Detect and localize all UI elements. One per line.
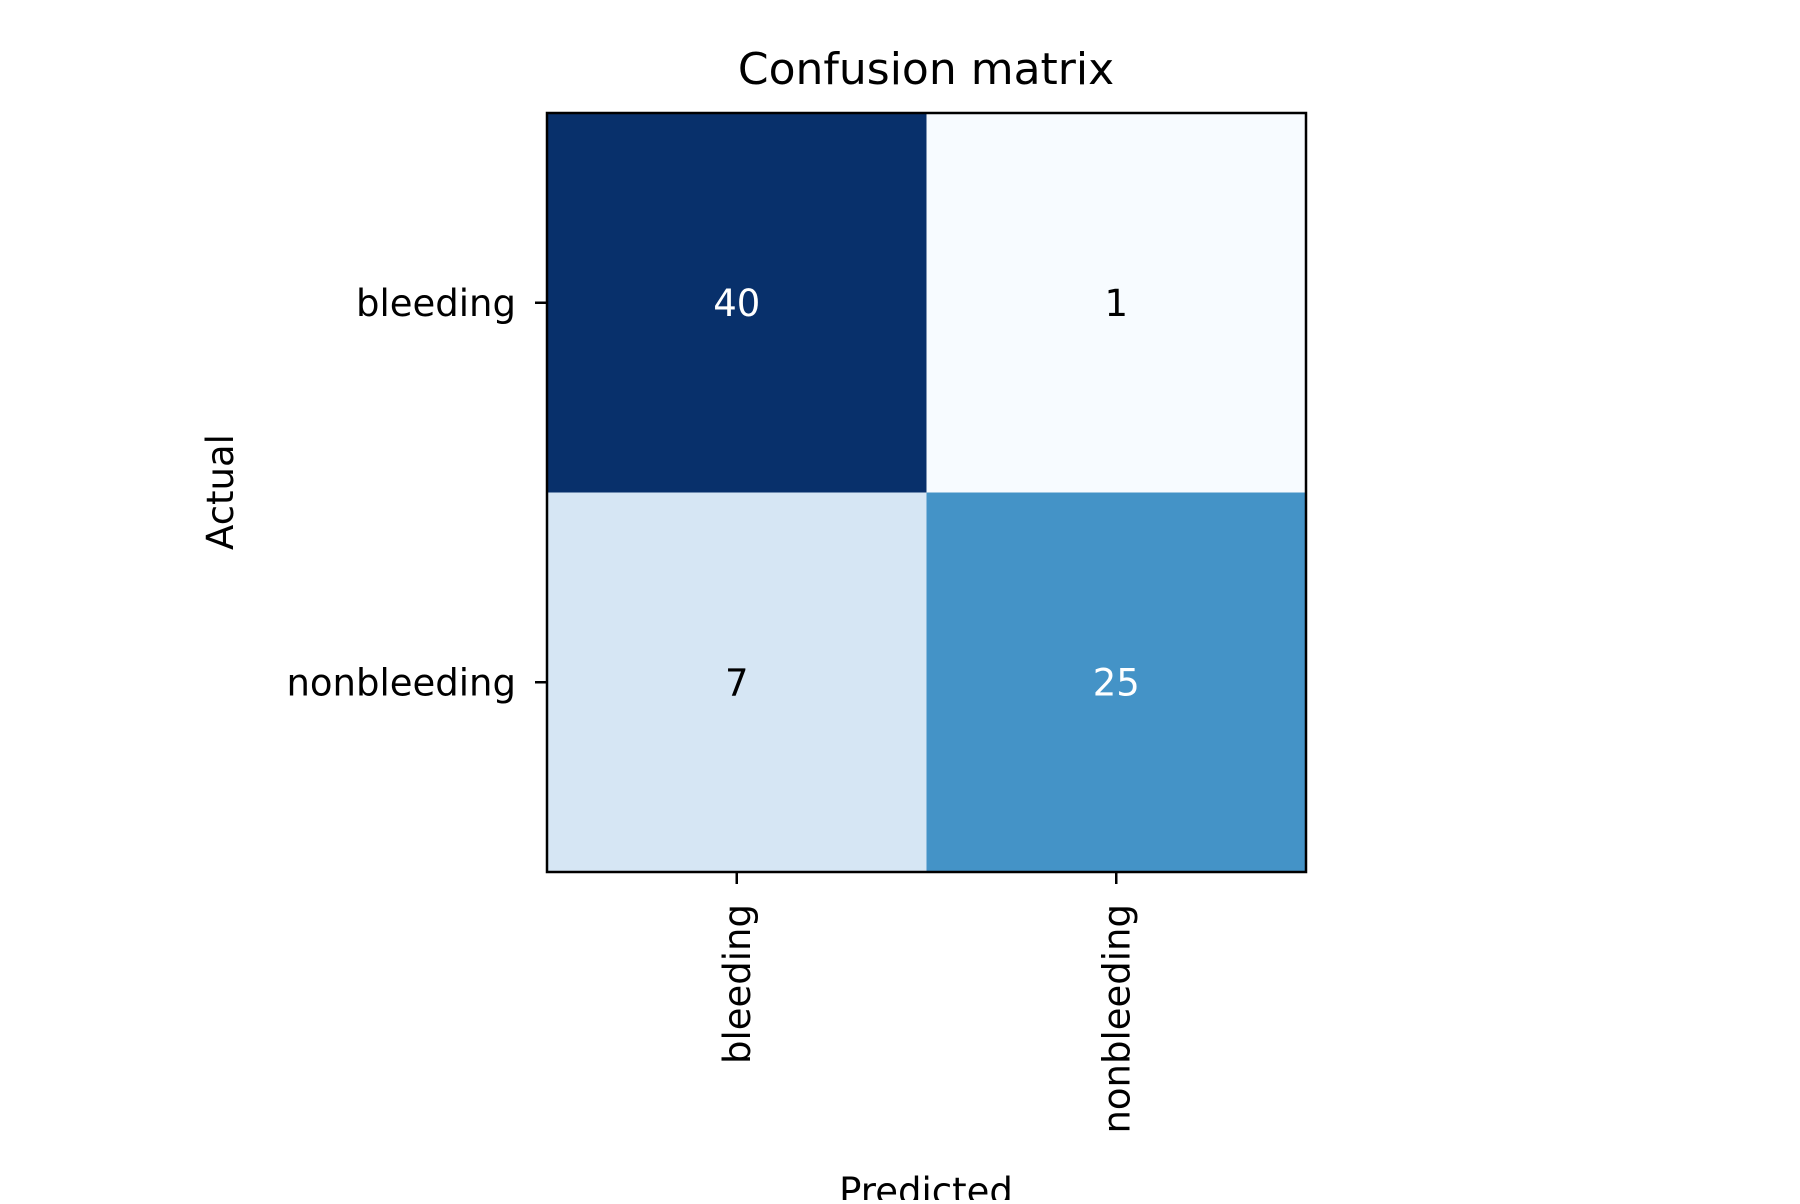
y-axis-ticks: bleeding nonbleeding	[286, 282, 547, 704]
heatmap-cell-labels: 40 1 7 25	[713, 282, 1140, 705]
heatmap-cell-1-0	[547, 492, 927, 873]
chart-title: Confusion matrix	[738, 44, 1114, 95]
cell-value-label-1-0: 7	[725, 661, 749, 704]
heatmap-cell-0-1	[926, 113, 1307, 493]
plot-frame	[545, 111, 1308, 874]
y-axis-label: Actual	[199, 434, 242, 550]
x-tick-label-0: bleeding	[716, 904, 759, 1064]
cell-value-label-1-1: 25	[1093, 661, 1140, 704]
y-tick-label-0: bleeding	[356, 282, 516, 325]
cell-value-label-0-0: 40	[713, 282, 760, 325]
heatmap-cells	[547, 113, 1307, 873]
y-tick-label-1: nonbleeding	[286, 661, 516, 704]
heatmap-cell-1-1	[926, 492, 1307, 873]
heatmap-cell-0-0	[547, 113, 927, 493]
x-axis-ticks: bleeding nonbleeding	[716, 872, 1138, 1134]
x-axis-label: Predicted	[839, 1170, 1013, 1200]
x-tick-label-1: nonbleeding	[1095, 904, 1138, 1134]
cell-value-label-0-1: 1	[1104, 282, 1128, 325]
